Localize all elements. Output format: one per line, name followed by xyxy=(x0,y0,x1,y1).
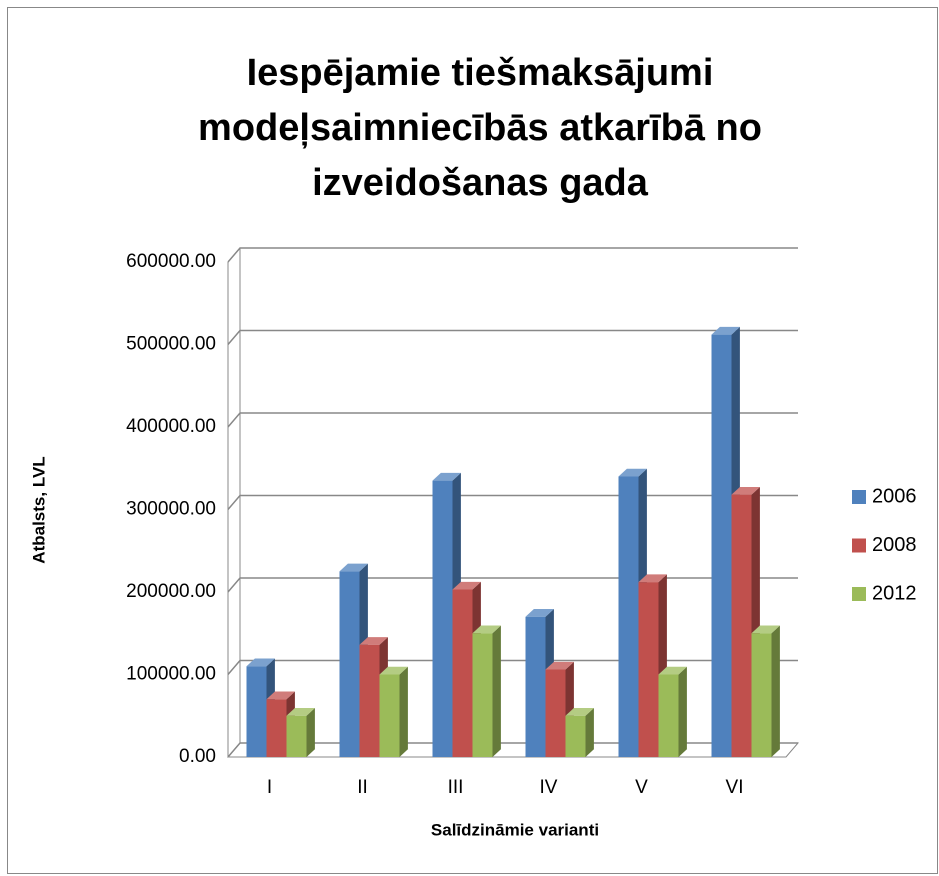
bar-front xyxy=(545,669,566,757)
grid-line xyxy=(227,329,798,345)
bar xyxy=(286,708,315,757)
bar-top xyxy=(452,581,481,590)
grid-line xyxy=(227,577,798,593)
legend-swatch xyxy=(852,490,866,504)
legend-label: 2006 xyxy=(872,485,917,507)
bar-front xyxy=(525,616,546,757)
x-tick-label: III xyxy=(448,777,464,798)
bar-top xyxy=(658,666,687,675)
bar-front xyxy=(432,480,453,757)
chart-title: izveidošanas gada xyxy=(312,162,649,204)
bar xyxy=(379,666,408,757)
bar-front xyxy=(246,666,267,757)
bar-front xyxy=(286,715,307,757)
bar xyxy=(658,666,687,757)
bar-front xyxy=(379,674,400,757)
y-tick-label: 600000.00 xyxy=(126,251,216,272)
x-tick-label: II xyxy=(357,777,368,798)
y-tick-label: 400000.00 xyxy=(126,416,216,437)
bar-side xyxy=(678,666,687,757)
bar xyxy=(472,625,501,757)
bar-top xyxy=(545,661,574,670)
bar-side xyxy=(306,708,315,757)
grid-line xyxy=(227,742,798,758)
bar-top xyxy=(525,609,554,617)
bar-front xyxy=(711,334,732,757)
x-tick-label: V xyxy=(635,777,648,798)
bar-front xyxy=(472,633,493,757)
bar-top xyxy=(711,326,740,335)
bar-top xyxy=(472,625,501,634)
bar-side xyxy=(492,625,501,757)
bar-top xyxy=(432,472,461,481)
y-tick-label: 100000.00 xyxy=(126,664,216,685)
bar-front xyxy=(339,571,360,757)
y-tick-label: 200000.00 xyxy=(126,581,216,602)
x-tick-label: I xyxy=(267,777,272,798)
bar-top xyxy=(638,574,667,583)
bar-front xyxy=(658,674,679,757)
x-tick-label: VI xyxy=(726,777,744,798)
bar-front xyxy=(751,633,772,757)
y-tick-label: 500000.00 xyxy=(126,334,216,355)
bar-top xyxy=(266,691,295,700)
x-tick-label: IV xyxy=(540,777,558,798)
bar xyxy=(638,574,667,757)
bar-front xyxy=(731,494,752,757)
bar-top xyxy=(618,468,647,477)
bar-front xyxy=(618,476,639,757)
bar-front xyxy=(359,644,380,757)
bar-top xyxy=(731,486,760,495)
legend-label: 2012 xyxy=(872,582,917,604)
bar-top xyxy=(246,658,275,667)
y-tick-label: 0.00 xyxy=(179,746,216,767)
bar-top xyxy=(565,708,594,716)
chart-title: Iespējamie tiešmaksājumi xyxy=(247,52,714,94)
legend-swatch xyxy=(852,587,866,601)
bar-top xyxy=(379,666,408,675)
bar-side xyxy=(585,708,594,757)
grid-line xyxy=(227,247,798,263)
bar-side xyxy=(771,625,780,757)
x-axis-title: Salīdzināmie varianti xyxy=(431,820,599,839)
bar xyxy=(565,708,594,757)
bar-top xyxy=(286,708,315,716)
legend-swatch xyxy=(852,538,866,553)
y-tick-label: 300000.00 xyxy=(126,499,216,520)
grid-line xyxy=(227,412,798,428)
grid-line xyxy=(227,659,798,675)
bar-front xyxy=(266,699,287,757)
grid-line xyxy=(227,494,798,510)
bar xyxy=(751,625,780,757)
bar-side xyxy=(399,666,408,757)
bar-front xyxy=(452,589,473,757)
legend-label: 2008 xyxy=(872,534,917,556)
chart-title: modeļsaimniecībās atkarībā no xyxy=(198,107,762,149)
bar-top xyxy=(751,625,780,634)
bar-front xyxy=(565,715,586,757)
y-axis-title: Atbalsts, LVL xyxy=(29,456,48,563)
bar-top xyxy=(359,637,388,645)
bar-top xyxy=(339,563,368,572)
bar-front xyxy=(638,582,659,757)
